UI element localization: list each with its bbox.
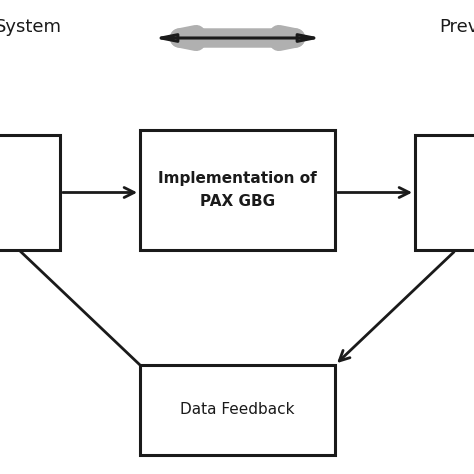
Text: Prev: Prev — [439, 18, 474, 36]
Bar — [0, 135, 60, 250]
Bar — [415, 135, 474, 250]
Bar — [140, 130, 335, 250]
Text: System: System — [0, 18, 62, 36]
Bar — [140, 365, 335, 455]
Text: Data Feedback: Data Feedback — [180, 402, 295, 418]
Text: Implementation of
PAX GBG: Implementation of PAX GBG — [158, 172, 317, 209]
